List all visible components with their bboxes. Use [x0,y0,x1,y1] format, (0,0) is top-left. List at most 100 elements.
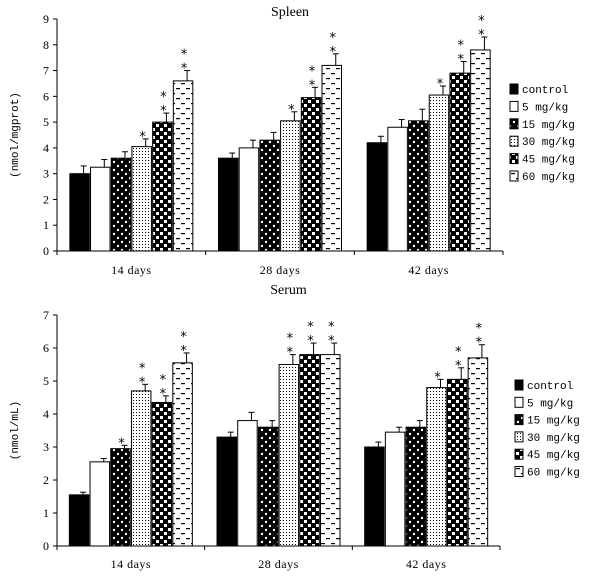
significance-star: * [287,332,294,347]
bar [278,364,300,547]
legend-label: 15 mg/kg [522,120,575,132]
bar [68,494,90,547]
category-label: 28 days [260,263,301,277]
bar [110,157,132,252]
bar [405,426,427,547]
y-tick-label: 4 [43,407,49,421]
legend-swatch [509,100,519,112]
legend-label: 45 mg/kg [527,450,580,462]
y-tick-label: 5 [43,115,49,129]
significance-star: * [434,370,441,385]
legend-swatch [514,448,524,460]
y-tick-label: 7 [43,64,49,78]
category-label: 14 days [111,263,152,277]
bar [216,436,237,547]
bar [218,157,239,252]
significance-star: * [287,346,294,361]
legend-label: 5 mg/kg [527,398,573,410]
y-tick-label: 0 [43,539,49,553]
significance-star: * [288,103,295,118]
significance-star: * [307,320,314,335]
y-axis-label: (nmol/mL) [10,401,22,460]
bar [408,120,429,252]
bar [238,147,260,252]
y-tick-label: 5 [43,374,49,388]
significance-star: * [478,28,485,43]
legend-swatch [509,153,519,165]
bar [69,173,90,252]
y-tick-label: 1 [43,218,49,232]
bar [172,80,194,252]
significance-star: * [309,78,316,93]
category-label: 28 days [258,557,299,571]
significance-star: * [455,359,462,374]
significance-star: * [118,436,125,451]
significance-star: * [180,344,187,359]
y-tick-label: 9 [43,12,49,26]
category-label: 14 days [111,557,152,571]
significance-star: * [328,334,335,349]
y-tick-label: 0 [43,244,49,258]
significance-star: * [160,104,167,119]
significance-star: * [478,14,485,29]
y-axis-label: (nmol/mgprot) [10,92,22,178]
bar [90,166,111,252]
legend-label: 15 mg/kg [527,416,580,428]
y-tick-label: 2 [43,473,49,487]
significance-star: * [457,53,464,68]
significance-star: * [309,64,316,79]
bar [130,390,152,547]
bar [259,139,280,252]
bar [449,72,470,252]
bar [467,357,489,547]
significance-star: * [160,373,167,388]
y-tick-label: 3 [43,440,49,454]
legend-label: 30 mg/kg [522,137,575,149]
bar [300,97,322,252]
bar [237,420,258,547]
bar [89,461,111,547]
y-tick-label: 4 [43,141,49,155]
legend-swatch [509,170,519,182]
bar [172,362,193,547]
significance-star: * [307,334,314,349]
legend-swatch [514,414,524,426]
bar [470,49,491,252]
bar [446,378,468,547]
legend-label: 60 mg/kg [527,468,580,480]
bar [110,448,131,547]
y-tick-label: 7 [43,308,49,322]
legend-label: 30 mg/kg [527,433,580,445]
bar [257,426,279,547]
bar [387,126,408,252]
bar [384,431,406,547]
significance-star: * [437,77,444,92]
legend-swatch [509,83,519,95]
legend-swatch [514,396,524,408]
bar [152,121,173,252]
significance-star: * [139,375,146,390]
significance-star: * [330,45,337,60]
significance-star: * [181,62,188,77]
y-tick-label: 8 [43,38,49,52]
y-tick-label: 6 [43,341,49,355]
bar [280,120,301,252]
bar [299,354,320,547]
bar [321,64,342,252]
significance-star: * [160,387,167,402]
legend-label: 60 mg/kg [522,172,575,184]
significance-star: * [330,31,337,46]
y-tick-label: 2 [43,192,49,206]
legend-label: 45 mg/kg [522,155,575,167]
significance-star: * [476,336,483,351]
bar [428,94,450,252]
legend-label: 5 mg/kg [522,102,568,114]
bar [151,401,173,547]
legend-swatch [514,431,524,443]
y-tick-label: 1 [43,506,49,520]
significance-star: * [455,345,462,360]
significance-star: * [160,90,167,105]
bar [426,387,447,547]
chart-title: Serum [270,283,307,298]
